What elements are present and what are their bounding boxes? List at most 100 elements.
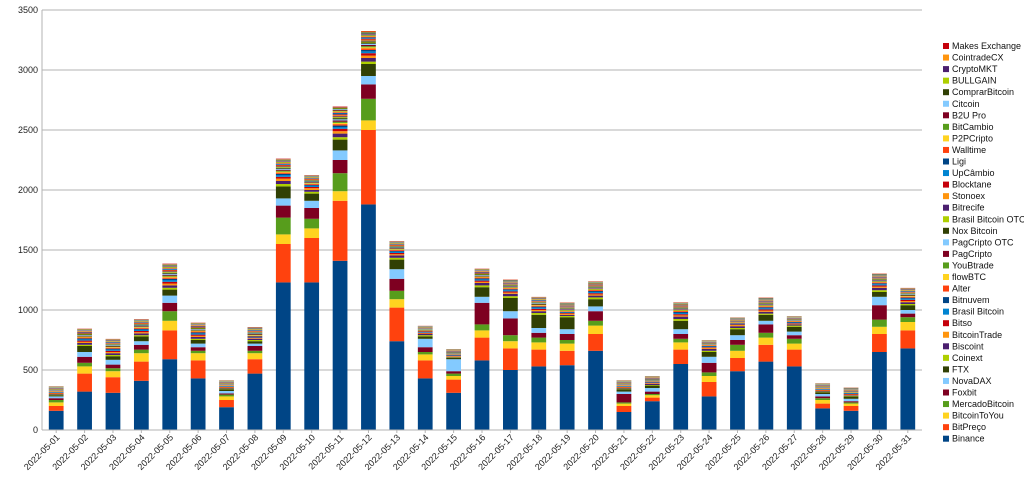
y-tick-label: 2500 (18, 125, 38, 135)
bar-segment (134, 362, 149, 381)
bar-segment (673, 308, 688, 309)
bar-segment (446, 359, 461, 371)
bar-segment (844, 399, 859, 401)
bar-segment (560, 313, 575, 314)
legend-label: BitcoinToYou (952, 411, 1004, 421)
bar-segment (162, 279, 177, 280)
bar-segment (446, 380, 461, 393)
bar-segment (645, 383, 660, 384)
bar-segment (106, 352, 121, 353)
bar-segment (276, 218, 291, 235)
bar-segment (446, 356, 461, 357)
bar-segment (333, 124, 348, 125)
bar-segment (134, 333, 149, 335)
bar-segment (560, 308, 575, 309)
bar-segment (276, 170, 291, 171)
bar-segment (673, 315, 688, 316)
bar-segment (503, 288, 518, 289)
bar-segment (503, 318, 518, 335)
bar-segment (673, 310, 688, 311)
bar-segment (219, 389, 234, 390)
legend-swatch (943, 309, 949, 315)
bar-segment (248, 346, 263, 351)
bar-segment (787, 327, 802, 332)
bar-segment (77, 374, 92, 392)
bar-segment (418, 378, 433, 430)
legend-swatch (943, 89, 949, 95)
bar-segment (361, 34, 376, 35)
bar-segment (787, 321, 802, 322)
legend-label: Blocktane (952, 180, 992, 190)
bar-segment (276, 186, 291, 198)
bar-segment (645, 386, 660, 388)
bar-segment (333, 112, 348, 113)
bar-segment (418, 331, 433, 332)
bar-segment (191, 328, 206, 329)
bar-segment (106, 377, 121, 393)
bar-segment (361, 43, 376, 44)
bar-segment (588, 289, 603, 290)
legend-label: Alter (952, 284, 971, 294)
bar-segment (134, 353, 149, 361)
bar-segment (191, 333, 206, 334)
bar-segment (276, 169, 291, 170)
bar-segment (276, 161, 291, 162)
bar-segment (645, 398, 660, 402)
bar-segment (872, 282, 887, 283)
bar-segment (531, 309, 546, 310)
bar-segment (673, 334, 688, 339)
bar-segment (673, 317, 688, 319)
bar-segment (77, 346, 92, 352)
legend-swatch (943, 43, 949, 49)
bar-segment (276, 173, 291, 174)
bar-segment (560, 316, 575, 317)
legend-label: BitCambio (952, 122, 994, 132)
bar-segment (560, 309, 575, 310)
bar-segment (844, 395, 859, 396)
bar-segment (900, 294, 915, 295)
bar-segment (106, 348, 121, 349)
bar-segment (588, 326, 603, 334)
bar-segment (702, 363, 717, 373)
bar-segment (361, 37, 376, 38)
bar-segment (617, 389, 632, 390)
bar-segment (418, 332, 433, 333)
bar-segment (162, 268, 177, 269)
bar-segment (248, 340, 263, 341)
bar-segment (49, 392, 64, 393)
bar-segment (531, 303, 546, 304)
bar-segment (475, 281, 490, 282)
bar-segment (872, 282, 887, 283)
legend-label: Nox Bitcoin (952, 226, 998, 236)
bar-segment (503, 285, 518, 286)
bar-segment (134, 335, 149, 336)
bar-segment (900, 314, 915, 318)
bar-segment (361, 58, 376, 62)
bar-segment (702, 382, 717, 396)
bar-segment (304, 282, 319, 430)
bar-segment (248, 338, 263, 339)
bar-segment (361, 204, 376, 430)
bar-segment (503, 298, 518, 311)
bar-segment (475, 276, 490, 277)
bar-segment (276, 234, 291, 244)
bar-segment (276, 160, 291, 161)
bar-segment (361, 41, 376, 42)
bar-segment (446, 358, 461, 359)
bar-segment (389, 247, 404, 248)
legend-swatch (943, 274, 949, 280)
bar-segment (162, 265, 177, 266)
bar-segment (617, 388, 632, 389)
bar-segment (248, 334, 263, 335)
bar-segment (758, 307, 773, 308)
bar-segment (134, 345, 149, 350)
bar-segment (276, 206, 291, 218)
bar-segment (49, 400, 64, 402)
bar-segment (588, 294, 603, 295)
bar-segment (77, 334, 92, 335)
bar-segment (730, 324, 745, 325)
bar-segment (588, 287, 603, 288)
bar-segment (503, 294, 518, 296)
bar-segment (162, 270, 177, 271)
legend-label: Bitrecife (952, 203, 985, 213)
